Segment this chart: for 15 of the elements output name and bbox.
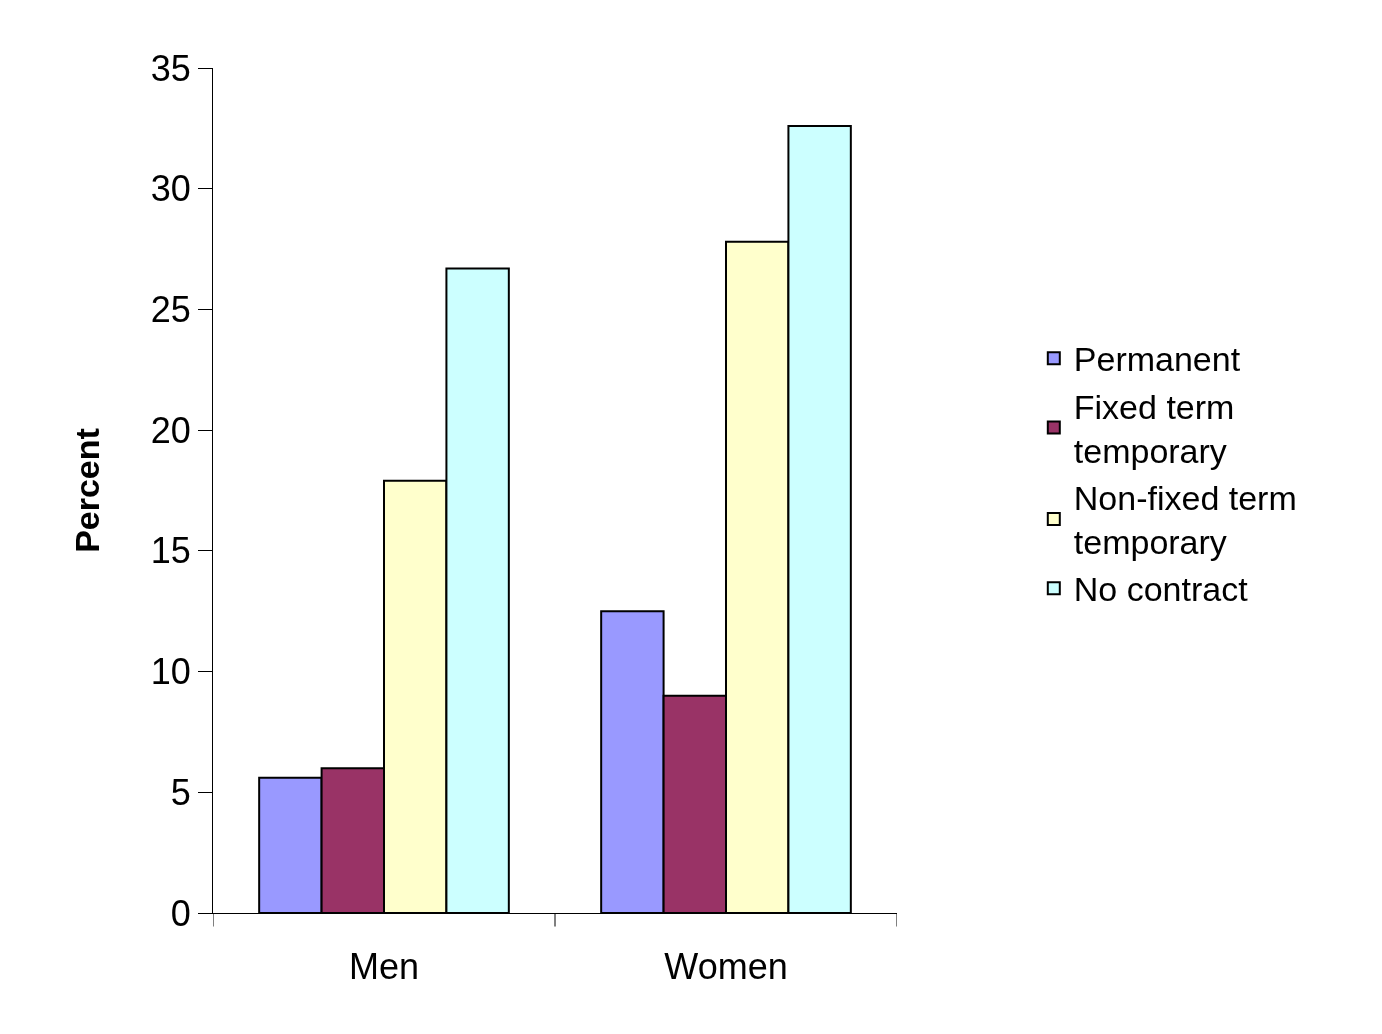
y-tick-label: 5 bbox=[170, 771, 191, 813]
y-tick-label: 25 bbox=[150, 289, 191, 331]
y-tick-label: 35 bbox=[150, 47, 191, 89]
y-tick-label: 30 bbox=[150, 168, 191, 210]
y-tick-label: 0 bbox=[170, 892, 191, 934]
legend-label: Permanent bbox=[1073, 340, 1241, 379]
y-tick-label: 15 bbox=[150, 530, 191, 572]
legend-label: No contract bbox=[1073, 570, 1249, 609]
y-tick-label: 10 bbox=[150, 651, 191, 693]
y-axis-title: Percent bbox=[68, 428, 107, 553]
y-tick-label: 20 bbox=[150, 409, 191, 451]
legend-label: Fixed term temporary bbox=[1073, 387, 1235, 470]
x-tick-label: Women bbox=[664, 946, 788, 988]
legend-label: Non-fixed term temporary bbox=[1073, 479, 1297, 562]
x-tick-label: Men bbox=[348, 946, 420, 988]
